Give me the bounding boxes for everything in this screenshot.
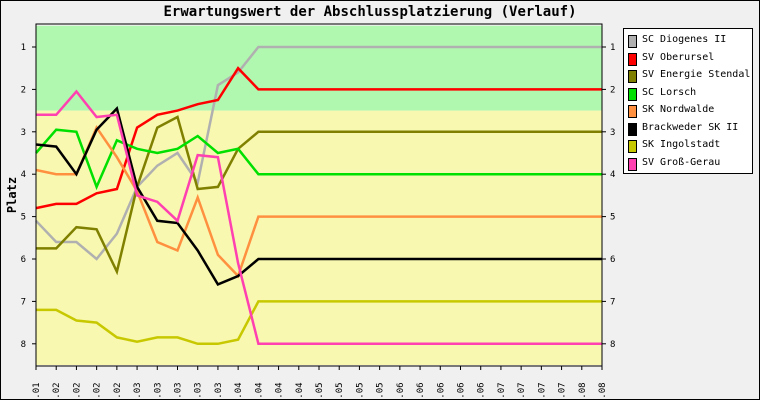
x-tick-label: 06.07 [497,382,507,400]
legend-swatch [628,157,637,171]
x-tick-label: 02.03 [133,382,143,400]
legend-label: SC Diogenes II [642,34,727,45]
y-tick-label-left: 7 [21,297,26,307]
x-tick-label: 13.07 [517,382,527,400]
x-tick-label: 13.04 [254,382,264,400]
x-tick-label: 10.08 [598,382,608,400]
y-axis-title: Platz [5,177,19,213]
band-1 [36,110,602,365]
x-tick-label: 22.06 [457,382,467,400]
y-tick-label-left: 5 [21,213,26,223]
y-tick-label-right: 8 [610,340,615,350]
y-tick-label-right: 3 [610,128,615,138]
x-tick-label: 27.04 [295,382,305,400]
x-tick-label: 11.05 [335,382,345,400]
series-line-2 [36,115,602,276]
y-tick-label-left: 8 [21,340,26,350]
legend-label: SK Nordwalde [642,104,715,115]
legend-swatch [628,140,637,153]
series-line-5 [35,106,602,286]
x-tick-label: 09.03 [153,382,163,400]
y-tick-label-left: 1 [21,43,26,53]
x-tick-label: 16.02 [93,382,103,400]
x-tick-label: 20.07 [537,382,547,400]
legend-swatch [628,70,637,83]
x-tick-label: 20.04 [275,382,285,400]
y-tick-label-left: 4 [21,170,26,180]
series-line-4 [35,125,602,279]
chart-title: Erwartungswert der Abschlussplatzierung … [163,4,577,20]
x-tick-label: 15.06 [436,382,446,400]
legend-swatch [628,105,637,118]
y-tick-label-right: 5 [610,213,615,223]
x-tick-label: 18.05 [355,382,365,400]
x-tick-label: 16.03 [174,382,184,400]
y-tick-label-right: 2 [610,85,615,95]
y-axis-left: 1 2 3 4 5 6 7 8 [21,43,36,350]
x-axis: 26.01 02.02 09.02 16.02 23.02 02.03 09.03 16.03… [32,366,608,400]
series-line-1 [35,66,602,210]
legend-label: SC Lorsch [642,86,697,98]
legend-label: SK Ingolstadt [642,139,721,150]
x-tick-label: 08.06 [416,382,426,400]
legend-swatch [628,35,637,48]
x-tick-label: 04.05 [315,382,325,400]
y-tick-label-left: 6 [21,255,26,265]
series-line-7 [36,89,602,346]
x-tick-label: 26.01 [32,382,42,400]
legend-swatch [628,87,637,101]
band-0 [36,25,602,111]
y-tick-label-right: 1 [610,43,615,53]
y-tick-label-right: 4 [610,170,615,180]
chart-lines [35,45,602,346]
chart-bands [36,25,602,365]
legend-swatch [628,122,637,136]
y-tick-label-right: 7 [610,297,615,307]
x-tick-label: 06.04 [234,382,244,400]
x-tick-label: 23.03 [194,382,204,400]
legend: SC Diogenes II SV Oberursel SV Energie Ste… [623,28,753,174]
legend-label: SV Energie Stendal [642,69,751,80]
x-tick-label: 25.05 [376,382,386,400]
y-tick-label-left: 3 [21,128,26,138]
legend-swatch [628,52,637,66]
series-line-6 [36,300,602,346]
y-tick-label-right: 6 [610,255,615,265]
legend-label: SV Groß-Gerau [642,156,721,168]
x-tick-label: 27.07 [558,382,568,400]
y-axis-right: 1 2 3 4 5 6 7 8 [602,43,615,350]
legend-label: SV Oberursel [642,51,715,63]
x-tick-label: 30.03 [214,382,224,400]
x-tick-label: 29.06 [477,382,487,400]
x-tick-label: 02.02 [52,382,62,400]
series-line-0 [35,45,602,261]
series-line-3 [35,128,602,191]
x-tick-label: 09.02 [72,382,82,400]
x-tick-label: 03.08 [578,382,588,400]
y-tick-label-left: 2 [21,85,26,95]
legend-label: Brackweder SK II [642,121,739,133]
x-tick-label: 01.06 [396,382,406,400]
x-tick-label: 23.02 [113,382,123,400]
